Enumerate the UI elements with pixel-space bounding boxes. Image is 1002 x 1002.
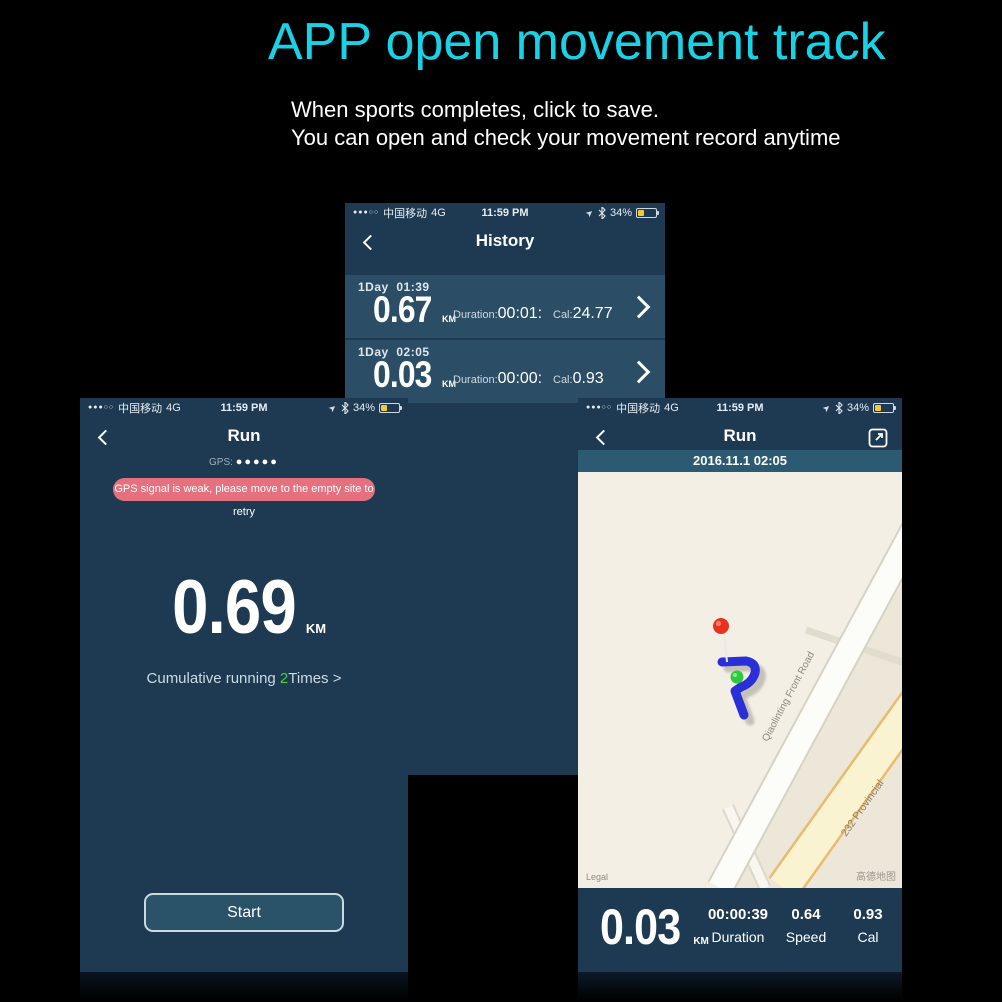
location-arrow-icon: ➤ <box>820 401 833 414</box>
chevron-right-icon[interactable] <box>627 295 651 319</box>
legal-link[interactable]: Legal <box>586 872 609 882</box>
map-attribution: 高德地图 <box>856 872 896 883</box>
gps-label: GPS: <box>209 457 233 468</box>
main-road <box>709 526 902 888</box>
duration-value: 00:00: <box>497 370 543 387</box>
carrier-label: 中国移动 <box>383 208 428 220</box>
network-label: 4G <box>166 402 181 414</box>
cal-value: 0.93 <box>572 370 604 387</box>
status-bar: ●●●○○ 中国移动 4G 11:59 PM ➤ 34% <box>345 203 665 223</box>
signal-dots-icon: ●●●○○ <box>586 403 613 411</box>
session-distance-value: 0.03 <box>600 899 681 955</box>
subtitle-line-2: You can open and check your movement rec… <box>291 125 841 150</box>
record-distance: 0.03 <box>373 354 432 395</box>
cumulative-prefix: Cumulative running <box>146 670 280 687</box>
pin-stick <box>723 632 728 663</box>
end-pin-icon <box>713 618 729 634</box>
page-subtitle: When sports completes, click to save. Yo… <box>291 96 911 152</box>
bluetooth-icon <box>835 402 843 414</box>
stat-label: Duration <box>711 929 765 945</box>
carrier-label: 中国移动 <box>118 403 163 415</box>
duration-label: Duration: <box>453 374 498 386</box>
stat-label: Cal <box>857 929 879 945</box>
record-time: 02:05 <box>396 345 430 359</box>
clock-label: 11:59 PM <box>481 207 529 219</box>
session-distance: 0.03 KM <box>600 900 709 954</box>
record-distance: 0.67 <box>373 289 432 330</box>
run-distance: 0.69 KM <box>80 568 408 648</box>
stat-cal: 0.93 Cal <box>828 906 902 945</box>
share-icon[interactable] <box>868 428 888 448</box>
battery-icon <box>379 403 402 413</box>
run-title: Run <box>227 426 261 445</box>
cal-value: 24.77 <box>572 305 613 322</box>
left-phone-reflection <box>80 972 408 1002</box>
history-nav: History <box>345 223 665 263</box>
record-day: 1Day <box>358 345 389 359</box>
cal-label: Cal: <box>553 309 573 321</box>
track-screen: ●●●○○ 中国移动 4G 11:59 PM ➤ 34% Run 2016.11… <box>578 398 902 972</box>
cumulative-suffix: Times > <box>288 670 342 687</box>
location-arrow-icon: ➤ <box>326 401 339 414</box>
run-distance-unit: KM <box>305 621 327 636</box>
gps-strength: GPS: ●●●●● <box>80 456 408 468</box>
session-date-bar: 2016.11.1 02:05 <box>578 450 902 472</box>
network-label: 4G <box>431 207 446 219</box>
session-distance-unit: KM <box>693 936 709 947</box>
clock-label: 11:59 PM <box>220 402 268 414</box>
gps-warning-banner: GPS signal is weak, please move to the e… <box>113 478 375 518</box>
signal-dots-icon: ●●●○○ <box>88 403 115 411</box>
status-bar: ●●●○○ 中国移动 4G 11:59 PM ➤ 34% <box>80 398 408 418</box>
position-dot-icon <box>730 670 744 684</box>
record-unit: KM <box>442 379 457 389</box>
history-title: History <box>475 231 535 250</box>
bluetooth-icon <box>341 402 349 414</box>
battery-percent-label: 34% <box>609 207 632 219</box>
status-bar: ●●●○○ 中国移动 4G 11:59 PM ➤ 34% <box>578 398 902 418</box>
cumulative-link[interactable]: Cumulative running 2Times > <box>80 670 408 687</box>
run-screen: ●●●○○ 中国移动 4G 11:59 PM ➤ 34% Run GPS: ●●… <box>80 398 408 972</box>
stat-value: 0.64 <box>791 906 821 923</box>
battery-icon <box>873 403 896 413</box>
cal-label: Cal: <box>553 374 573 386</box>
track-nav: Run <box>578 418 902 458</box>
gps-dots-icon: ●●●●● <box>235 456 279 468</box>
stat-label: Speed <box>785 929 827 945</box>
history-record-row[interactable]: 1Day 02:05 0.03 KM Duration:00:00: Cal:0.… <box>345 340 665 403</box>
stat-value: 0.93 <box>853 906 883 923</box>
start-button[interactable]: Start <box>144 893 344 932</box>
signal-dots-icon: ●●●○○ <box>353 208 380 216</box>
battery-percent-label: 34% <box>352 402 375 414</box>
network-label: 4G <box>664 402 679 414</box>
provincial-road <box>770 694 902 888</box>
record-day: 1Day <box>358 280 389 294</box>
page-title: APP open movement track <box>268 13 886 71</box>
duration-label: Duration: <box>453 309 498 321</box>
chevron-right-icon[interactable] <box>627 360 651 384</box>
cumulative-count: 2 <box>279 670 289 687</box>
clock-label: 11:59 PM <box>716 402 764 414</box>
bluetooth-icon <box>598 207 606 219</box>
battery-icon <box>636 208 659 218</box>
duration-value: 00:01: <box>497 305 543 322</box>
carrier-label: 中国移动 <box>616 403 661 415</box>
map-canvas: Qiaolinting Front Road 232 Provincial <box>578 472 902 888</box>
stat-duration: 00:00:39 Duration <box>698 906 778 945</box>
record-unit: KM <box>442 314 457 324</box>
session-stats-bar: 0.03 KM 00:00:39 Duration 0.64 Speed 0.93… <box>578 888 902 972</box>
record-time: 01:39 <box>396 280 430 294</box>
track-title: Run <box>723 426 757 445</box>
stat-value: 00:00:39 <box>707 906 769 923</box>
stat-speed: 0.64 Speed <box>766 906 846 945</box>
map-view[interactable]: Qiaolinting Front Road 232 Provincial Le… <box>578 472 902 888</box>
location-arrow-icon: ➤ <box>583 206 596 219</box>
history-record-row[interactable]: 1Day 01:39 0.67 KM Duration:00:01: Cal:24… <box>345 275 665 338</box>
run-nav: Run <box>80 418 408 458</box>
subtitle-line-1: When sports completes, click to save. <box>291 97 660 122</box>
run-distance-value: 0.69 <box>171 565 297 650</box>
movement-track-line <box>717 656 760 720</box>
battery-percent-label: 34% <box>846 402 869 414</box>
